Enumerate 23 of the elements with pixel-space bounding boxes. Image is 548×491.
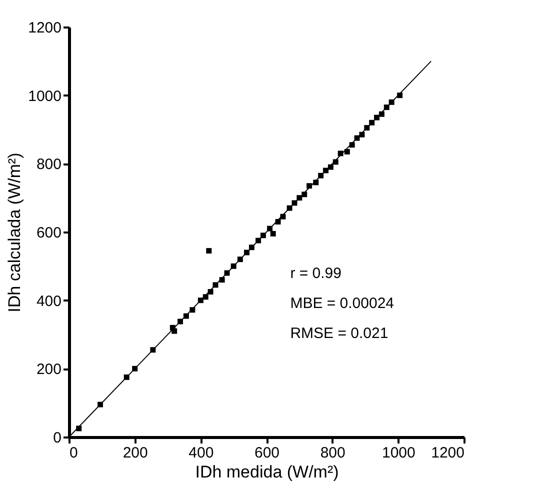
y-tick-label: 1200	[28, 20, 62, 36]
y-tick-label: 200	[36, 361, 62, 378]
point	[206, 248, 212, 254]
annotation: RMSE = 0.021	[290, 325, 388, 342]
x-tick-label: 400	[188, 444, 214, 462]
y-tick-label: 1000	[28, 88, 62, 105]
x-axis-title: IDh medida (W/m²)	[195, 462, 339, 482]
y-tick-label: 0	[53, 430, 62, 446]
x-tick-label: 600	[254, 444, 280, 462]
x-tick-label: 800	[320, 444, 346, 462]
y-axis-title: IDh calculada (W/m²)	[5, 152, 24, 312]
x-tick-label: 1000	[382, 444, 416, 462]
x-tick-label: 0	[70, 444, 78, 462]
annotation: r = 0.99	[290, 265, 342, 282]
y-tick-label: 800	[36, 156, 62, 174]
point	[344, 148, 350, 154]
y-tick-label: 400	[36, 292, 62, 310]
x-tick-label: 1200	[431, 444, 464, 462]
point	[270, 230, 276, 236]
x-tick-label: 200	[122, 444, 148, 462]
point	[172, 328, 178, 334]
y-tick-label: 600	[36, 224, 62, 242]
annotation: MBE = 0.00024	[290, 295, 394, 312]
